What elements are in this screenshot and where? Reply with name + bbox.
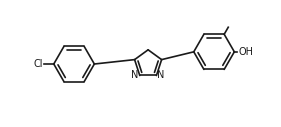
Text: Cl: Cl	[33, 59, 43, 69]
Text: N: N	[157, 70, 165, 81]
Text: OH: OH	[238, 47, 253, 57]
Text: N: N	[132, 70, 139, 81]
